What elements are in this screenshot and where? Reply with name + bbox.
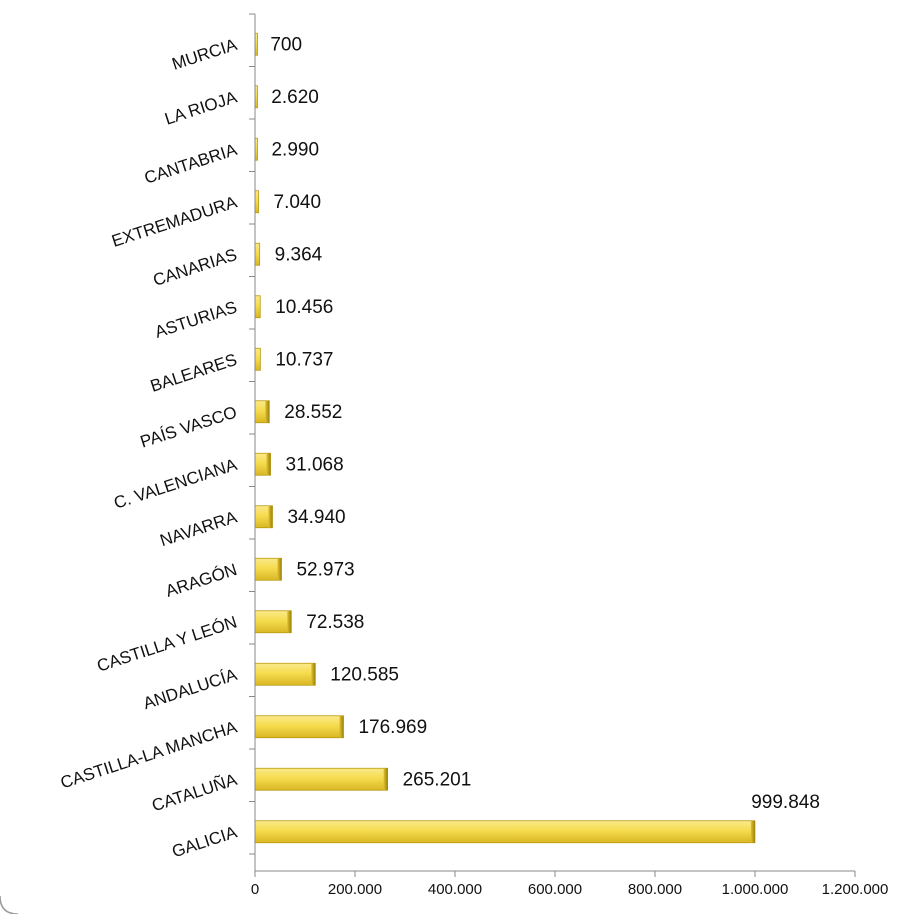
bar-end-cataluna (383, 768, 388, 791)
data-label-canarias: 9.364 (275, 244, 323, 265)
x-tick-label: 600.000 (528, 881, 582, 898)
bar-canarias (254, 242, 261, 266)
bar-end-aragon (277, 558, 282, 581)
data-label-c-valenciana: 31.068 (286, 454, 344, 475)
category-label-galicia: GALICIA (170, 822, 240, 861)
category-label-asturias: ASTURIAS (152, 297, 239, 341)
category-label-la-rioja: LA RIOJA (162, 87, 239, 128)
x-tick-label: 1.200.000 (822, 881, 889, 898)
bar-cataluna (254, 767, 389, 791)
data-label-baleares: 10.737 (275, 349, 333, 370)
data-labels: 999.848 265.201 176.969 120.585 72.538 52.973… (270, 34, 820, 813)
category-label-pais-vasco: PAÍS VASCO (138, 402, 239, 451)
data-label-cataluna: 265.201 (403, 769, 472, 790)
category-label-baleares: BALEARES (148, 350, 239, 396)
data-label-asturias: 10.456 (275, 297, 333, 318)
category-label-cantabria: CANTABRIA (142, 140, 240, 188)
bar-end-castilla-la-mancha (339, 715, 344, 738)
data-label-andalucia: 120.585 (330, 664, 399, 685)
category-label-navarra: NAVARRA (158, 507, 240, 550)
bar-end-castilla-y-leon (287, 610, 292, 633)
x-tick-label: 400.000 (428, 881, 482, 898)
axes-group: 0 200.000 400.000 600.000 800.000 1.000.000 1.… (249, 13, 889, 898)
bar-end-c-valenciana (266, 453, 271, 476)
data-label-navarra: 34.940 (287, 507, 345, 528)
bar-asturias (254, 295, 261, 319)
data-label-castilla-y-leon: 72.538 (306, 612, 364, 633)
category-label-andalucia: ANDALUCÍA (141, 665, 240, 713)
bar-castilla-y-leon (254, 610, 292, 634)
x-tick-label: 0 (251, 881, 259, 898)
bar-end-galicia (750, 820, 755, 843)
data-label-murcia: 700 (270, 34, 302, 55)
category-label-castilla-y-leon: CASTILLA Y LEÓN (95, 612, 240, 675)
data-label-cantabria: 2.990 (271, 139, 319, 160)
bar-baleares (254, 347, 261, 371)
x-tick-label: 1.000.000 (722, 881, 789, 898)
bar-end-pais-vasco (265, 400, 270, 423)
bar-end-andalucia (311, 663, 316, 686)
category-label-canarias: CANARIAS (151, 245, 240, 290)
frame-corner (0, 895, 19, 915)
bar-galicia (254, 820, 756, 844)
x-tick-label: 800.000 (628, 881, 682, 898)
data-label-extremadura: 7.040 (274, 192, 322, 213)
category-label-aragon: ARAGÓN (163, 560, 239, 601)
data-label-castilla-la-mancha: 176.969 (358, 717, 427, 738)
category-label-extremadura: EXTREMADURA (109, 192, 239, 251)
data-label-aragon: 52.973 (296, 559, 354, 580)
bar-castilla-la-mancha (254, 715, 344, 739)
x-tick-label: 200.000 (328, 881, 382, 898)
data-label-pais-vasco: 28.552 (284, 402, 342, 423)
category-label-cataluna: CATALUÑA (150, 770, 240, 816)
bars-group (254, 32, 756, 844)
category-label-c-valenciana: C. VALENCIANA (111, 455, 239, 513)
category-label-murcia: MURCIA (170, 35, 240, 74)
bar-end-navarra (268, 505, 273, 528)
bar-extremadura (254, 190, 259, 214)
bar-andalucia (254, 662, 316, 686)
data-label-galicia: 999.848 (751, 792, 820, 813)
data-label-la-rioja: 2.620 (271, 87, 319, 108)
